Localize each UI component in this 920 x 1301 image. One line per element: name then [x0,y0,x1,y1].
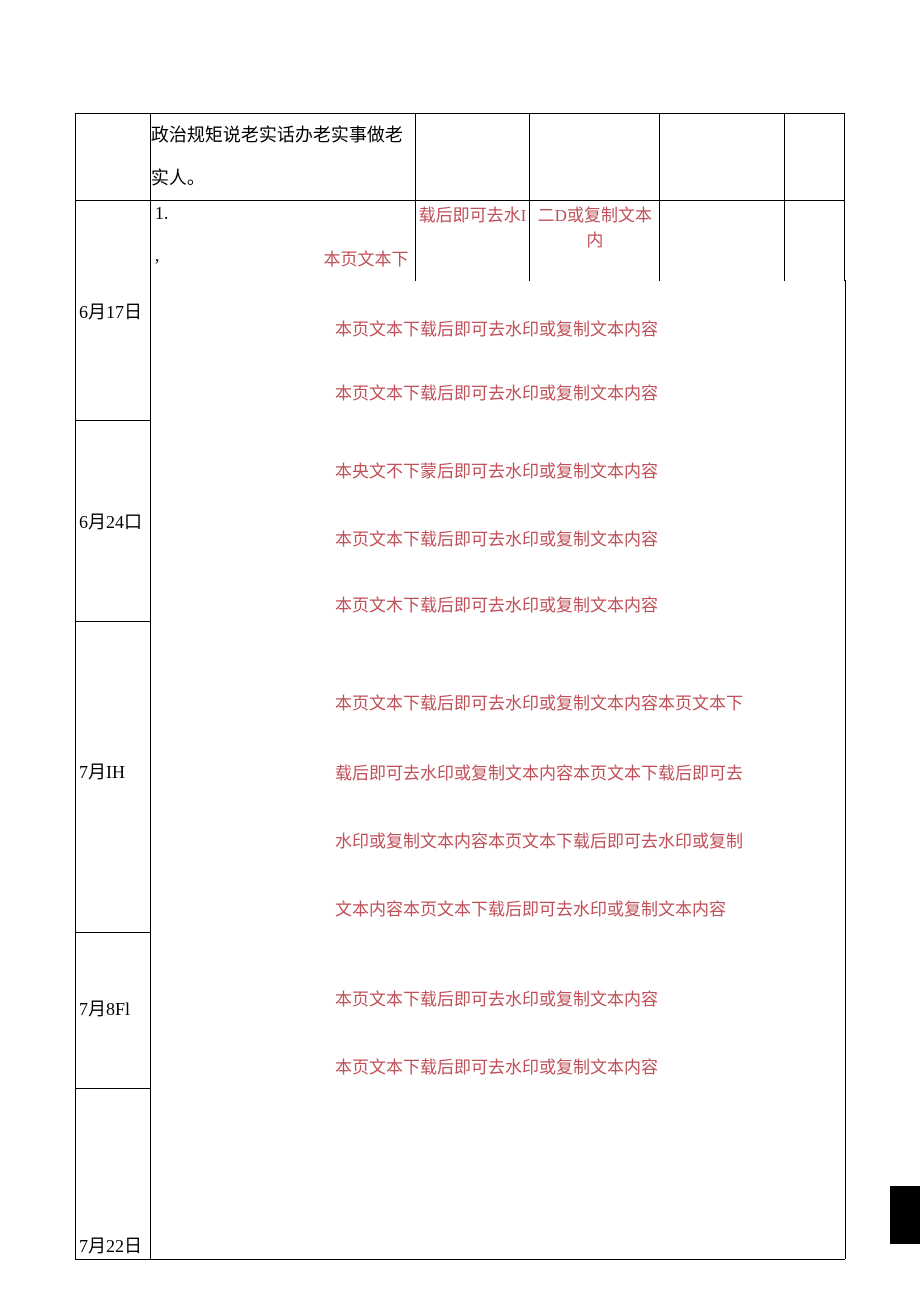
date-sep-1 [75,420,150,421]
cell-frag-c5 [660,201,785,281]
date-label-0: 6月17日 [77,298,144,324]
watermark-line-4: 本页文木下载后即可去水印或复制文本内容 [335,574,865,639]
cell-date-empty [76,114,151,201]
date-sep-3 [75,932,150,933]
fragment-c: 二D或复制文本内 [530,201,660,281]
watermark-line-0: 本页文本下载后即可去水印或复制文本内容 [335,298,865,363]
fragment-a: 本页文本下 [324,245,409,270]
table-row-fragment: 1. , 本页文本下 载后即可去水I 二D或复制文本内 [76,201,845,281]
date-label-2: 7月IH [77,758,127,784]
watermark-line-8: 文本内容本页文本下载后即可去水印或复制文本内容 [335,878,865,943]
watermark-line-7: 水印或复制文本内容本页文本下载后即可去水印或复制 [335,810,865,875]
table-row-header: 政治规矩说老实话办老实事做老实人。 [76,114,845,201]
cell-c6 [785,114,845,201]
watermark-line-5: 本页文本下载后即可去水印或复制文本内容本页文本下 [335,672,865,737]
date-label-4: 7月22日 [77,1232,144,1258]
table-border-datecol [150,280,151,1259]
date-sep-5 [75,1259,845,1260]
cell-frag-main: 1. , 本页文本下 [150,201,415,281]
table-border-left [75,280,76,1259]
cell-c5 [660,114,785,201]
number-one: 1. [151,201,415,226]
cell-c4 [530,114,660,201]
date-label-3: 7月8Fl [77,995,132,1021]
watermark-line-9: 本页文本下载后即可去水印或复制文本内容 [335,968,865,1033]
fragment-b: 载后即可去水I [415,201,530,281]
watermark-line-6: 载后即可去水印或复制文本内容本页文本下载后即可去 [335,742,865,807]
cell-c3 [415,114,530,201]
edge-black-block [890,1186,920,1244]
date-label-1: 6月24口 [77,508,144,534]
date-sep-4 [75,1088,150,1089]
watermark-line-3: 本页文本下载后即可去水印或复制文本内容 [335,508,865,573]
watermark-line-2: 本央文不下蒙后即可去水印或复制文本内容 [335,440,865,505]
cell-header-content: 政治规矩说老实话办老实事做老实人。 [150,114,415,201]
cell-frag-date [76,201,151,281]
date-sep-2 [75,621,150,622]
schedule-table: 政治规矩说老实话办老实事做老实人。 1. , 本页文本下 载后即可去水I 二D或… [75,113,845,281]
cell-frag-c6 [785,201,845,281]
watermark-line-1: 本页文本下载后即可去水印或复制文本内容 [335,362,865,427]
comma-mark: , [151,245,160,266]
watermark-line-10: 本页文本下载后即可去水印或复制文本内容 [335,1036,865,1101]
